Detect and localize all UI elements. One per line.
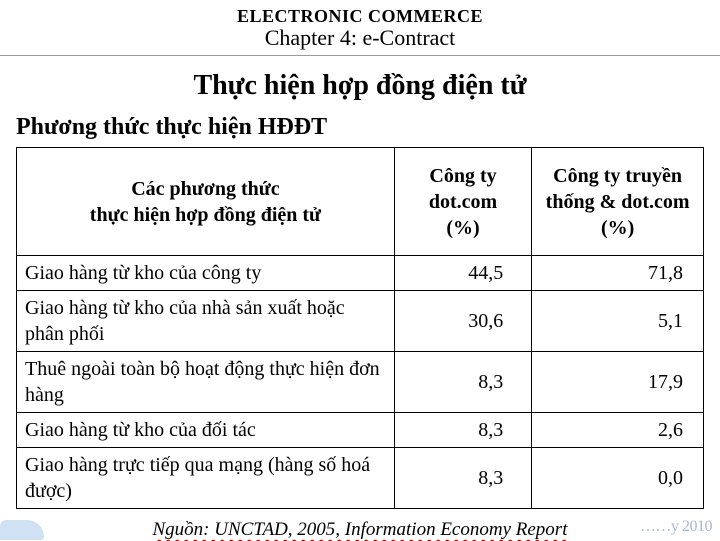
methods-table: Các phương thức thực hiện hợp đồng điện … xyxy=(16,147,704,509)
slide-header: ELECTRONIC COMMERCE Chapter 4: e-Contrac… xyxy=(0,0,720,51)
table-row: Giao hàng trực tiếp qua mạng (hàng số ho… xyxy=(17,448,704,509)
cell-method: Giao hàng từ kho của đối tác xyxy=(17,413,395,448)
cell-v2: 2,6 xyxy=(532,413,704,448)
col-header-method: Các phương thức thực hiện hợp đồng điện … xyxy=(17,148,395,256)
table-body: Giao hàng từ kho của công ty 44,5 71,8 G… xyxy=(17,256,704,509)
cell-method: Giao hàng từ kho của công ty xyxy=(17,256,395,291)
cell-v1: 30,6 xyxy=(394,291,531,352)
cell-method: Giao hàng trực tiếp qua mạng (hàng số ho… xyxy=(17,448,395,509)
header-divider xyxy=(0,55,720,56)
cell-v2: 17,9 xyxy=(532,352,704,413)
cell-v1: 8,3 xyxy=(394,448,531,509)
methods-table-wrap: Các phương thức thực hiện hợp đồng điện … xyxy=(16,147,704,509)
table-row: Giao hàng từ kho của nhà sản xuất hoặc p… xyxy=(17,291,704,352)
corner-decoration xyxy=(0,512,60,540)
table-header-row: Các phương thức thực hiện hợp đồng điện … xyxy=(17,148,704,256)
cell-v2: 0,0 xyxy=(532,448,704,509)
cell-v2: 5,1 xyxy=(532,291,704,352)
cell-v1: 8,3 xyxy=(394,413,531,448)
cell-method: Thuê ngoài toàn bộ hoạt động thực hiện đ… xyxy=(17,352,395,413)
col-header-traditional: Công ty truyền thống & dot.com (%) xyxy=(532,148,704,256)
table-row: Giao hàng từ kho của công ty 44,5 71,8 xyxy=(17,256,704,291)
slide-title: Thực hiện hợp đồng điện tử xyxy=(0,70,720,102)
cell-v1: 8,3 xyxy=(394,352,531,413)
cell-v2: 71,8 xyxy=(532,256,704,291)
col-header-dotcom: Công ty dot.com (%) xyxy=(394,148,531,256)
cell-v1: 44,5 xyxy=(394,256,531,291)
watermark: ……y 2010 xyxy=(640,518,712,536)
cell-method: Giao hàng từ kho của nhà sản xuất hoặc p… xyxy=(17,291,395,352)
chapter-title: Chapter 4: e-Contract xyxy=(0,25,720,51)
super-title: ELECTRONIC COMMERCE xyxy=(0,6,720,27)
source-citation: Nguồn: UNCTAD, 2005, Information Economy… xyxy=(0,519,720,541)
table-row: Giao hàng từ kho của đối tác 8,3 2,6 xyxy=(17,413,704,448)
table-row: Thuê ngoài toàn bộ hoạt động thực hiện đ… xyxy=(17,352,704,413)
section-title: Phương thức thực hiện HĐĐT xyxy=(16,114,720,141)
